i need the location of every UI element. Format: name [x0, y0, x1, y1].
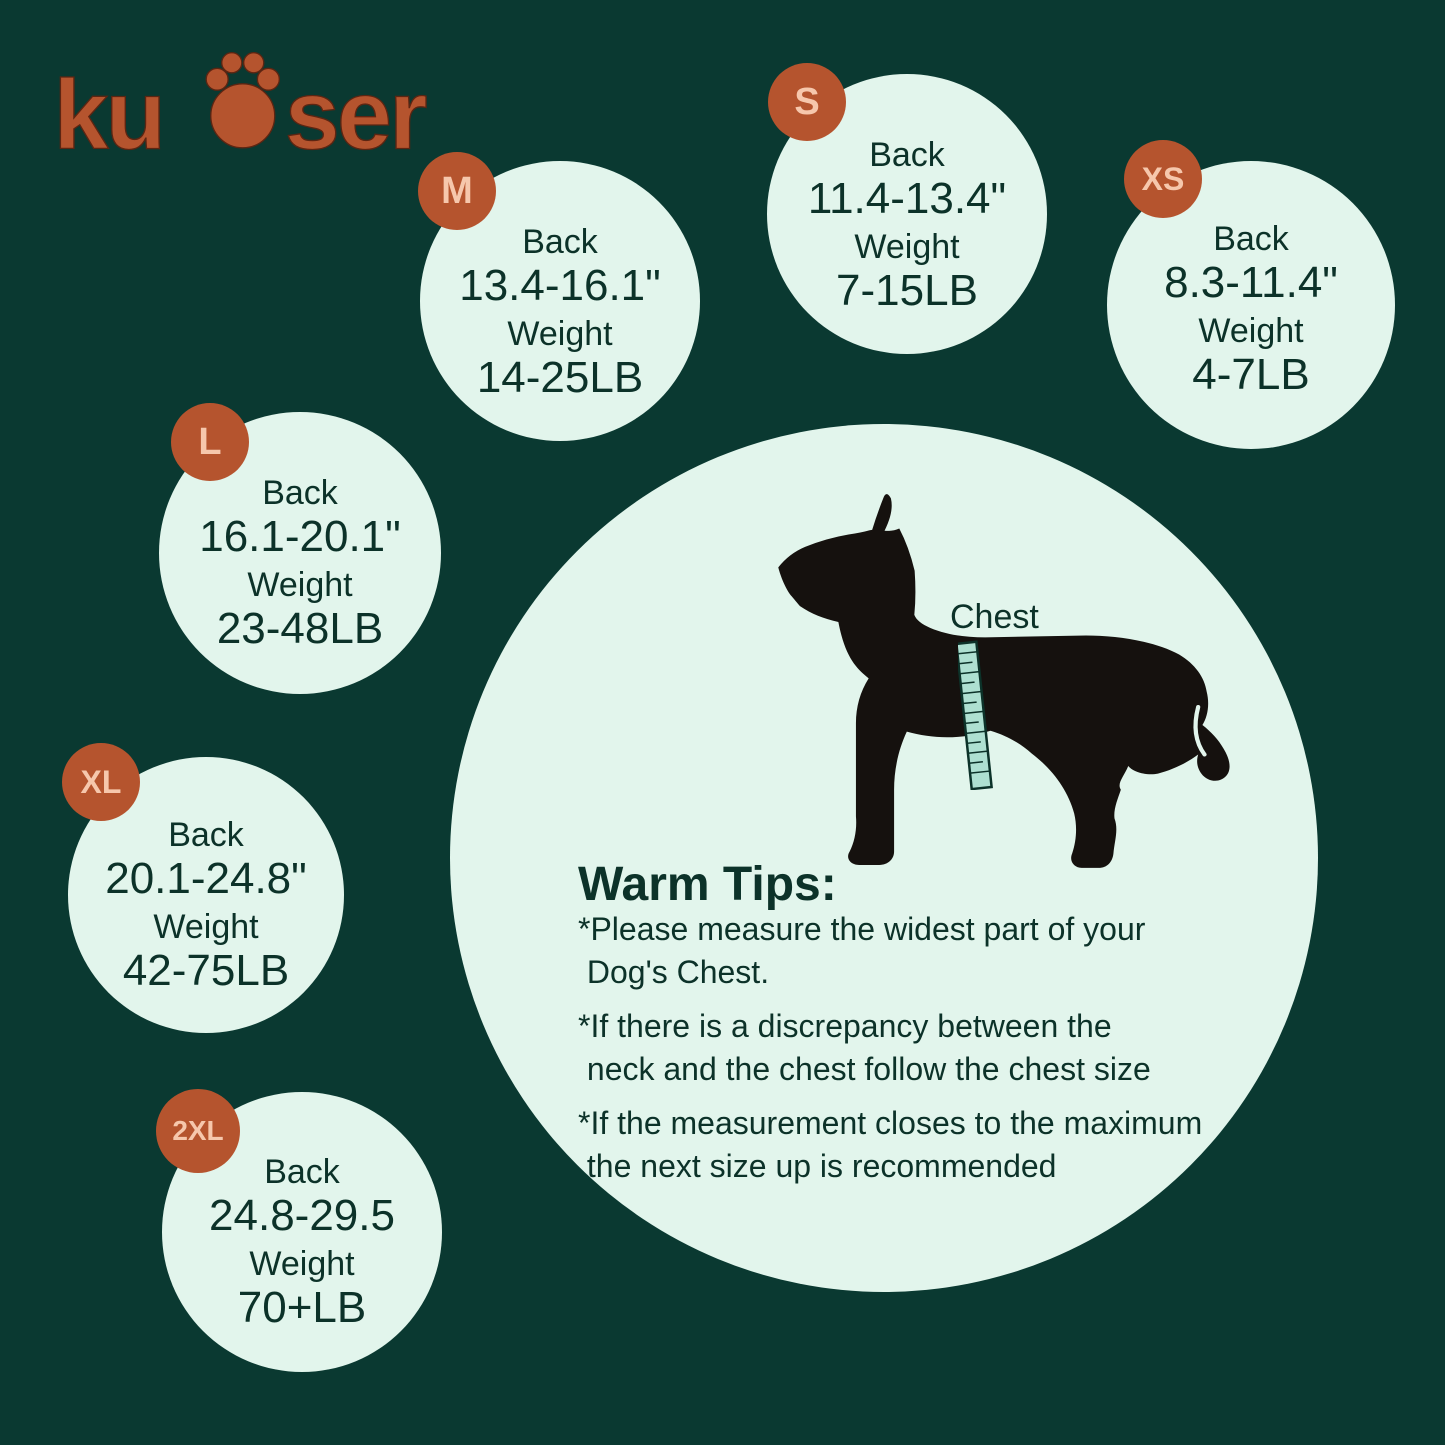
svg-text:ser: ser	[285, 60, 426, 170]
svg-text:ku: ku	[54, 60, 164, 170]
